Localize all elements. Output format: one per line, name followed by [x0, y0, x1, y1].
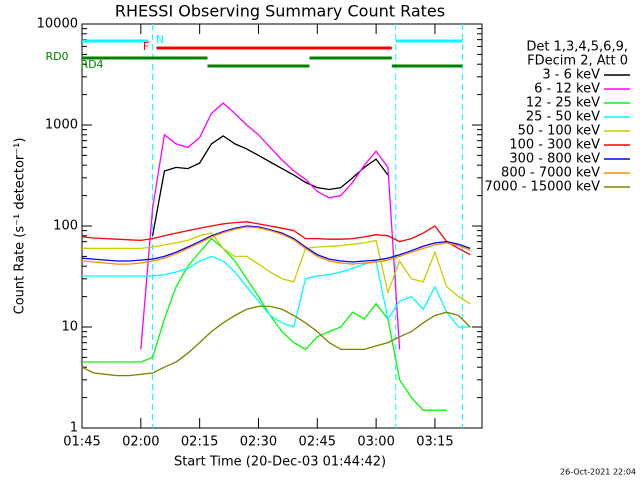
- series-line: [82, 232, 471, 305]
- legend-label: 6 - 12 keV: [534, 82, 600, 97]
- x-tick-label: 01:45: [63, 435, 100, 450]
- series-line: [140, 102, 401, 350]
- timestamp: 26-Oct-2021 22:04: [560, 468, 636, 477]
- chart-title: RHESSI Observing Summary Count Rates: [115, 2, 445, 21]
- legend-label: 100 - 300 keV: [509, 138, 600, 153]
- legend-label: 300 - 800 keV: [509, 152, 600, 167]
- x-tick-label: 03:00: [357, 435, 394, 450]
- y-tick-label: 100: [53, 219, 78, 234]
- flag-label: N: [156, 33, 164, 46]
- flag-label: RD4: [80, 58, 103, 71]
- legend-header: FDecim 2, Att 0: [527, 54, 628, 69]
- legend-label: 800 - 7000 keV: [501, 166, 600, 181]
- y-axis-label: Count Rate (s⁻¹ detector⁻¹): [13, 138, 28, 315]
- series-line: [82, 255, 471, 328]
- x-tick-label: 02:00: [122, 435, 159, 450]
- x-tick-label: 03:15: [416, 435, 453, 450]
- series-line: [81, 225, 471, 263]
- legend-label: 7000 - 15000 keV: [485, 180, 601, 195]
- flag-label: RD0: [45, 50, 68, 63]
- y-tick-label: 10: [61, 320, 78, 335]
- x-tick-label: 02:15: [181, 435, 218, 450]
- series-line: [81, 226, 471, 265]
- y-tick-label: 1000: [45, 118, 78, 133]
- x-tick-label: 02:30: [240, 435, 277, 450]
- x-axis-label: Start Time (20-Dec-03 01:44:42): [174, 455, 386, 470]
- y-tick-label: 1: [70, 421, 78, 436]
- legend-label: 50 - 100 keV: [518, 124, 601, 139]
- x-tick-label: 02:45: [299, 435, 336, 450]
- series-line: [81, 305, 471, 377]
- legend-label: 25 - 50 keV: [526, 110, 600, 125]
- series-line: [81, 221, 471, 256]
- flag-label: F: [143, 40, 149, 53]
- legend-header: Det 1,3,4,5,6,9,: [526, 40, 628, 55]
- y-tick-label: 10000: [37, 17, 78, 32]
- series-line: [151, 135, 389, 236]
- legend-label: 12 - 25 keV: [526, 96, 600, 111]
- legend-label: 3 - 6 keV: [542, 68, 600, 83]
